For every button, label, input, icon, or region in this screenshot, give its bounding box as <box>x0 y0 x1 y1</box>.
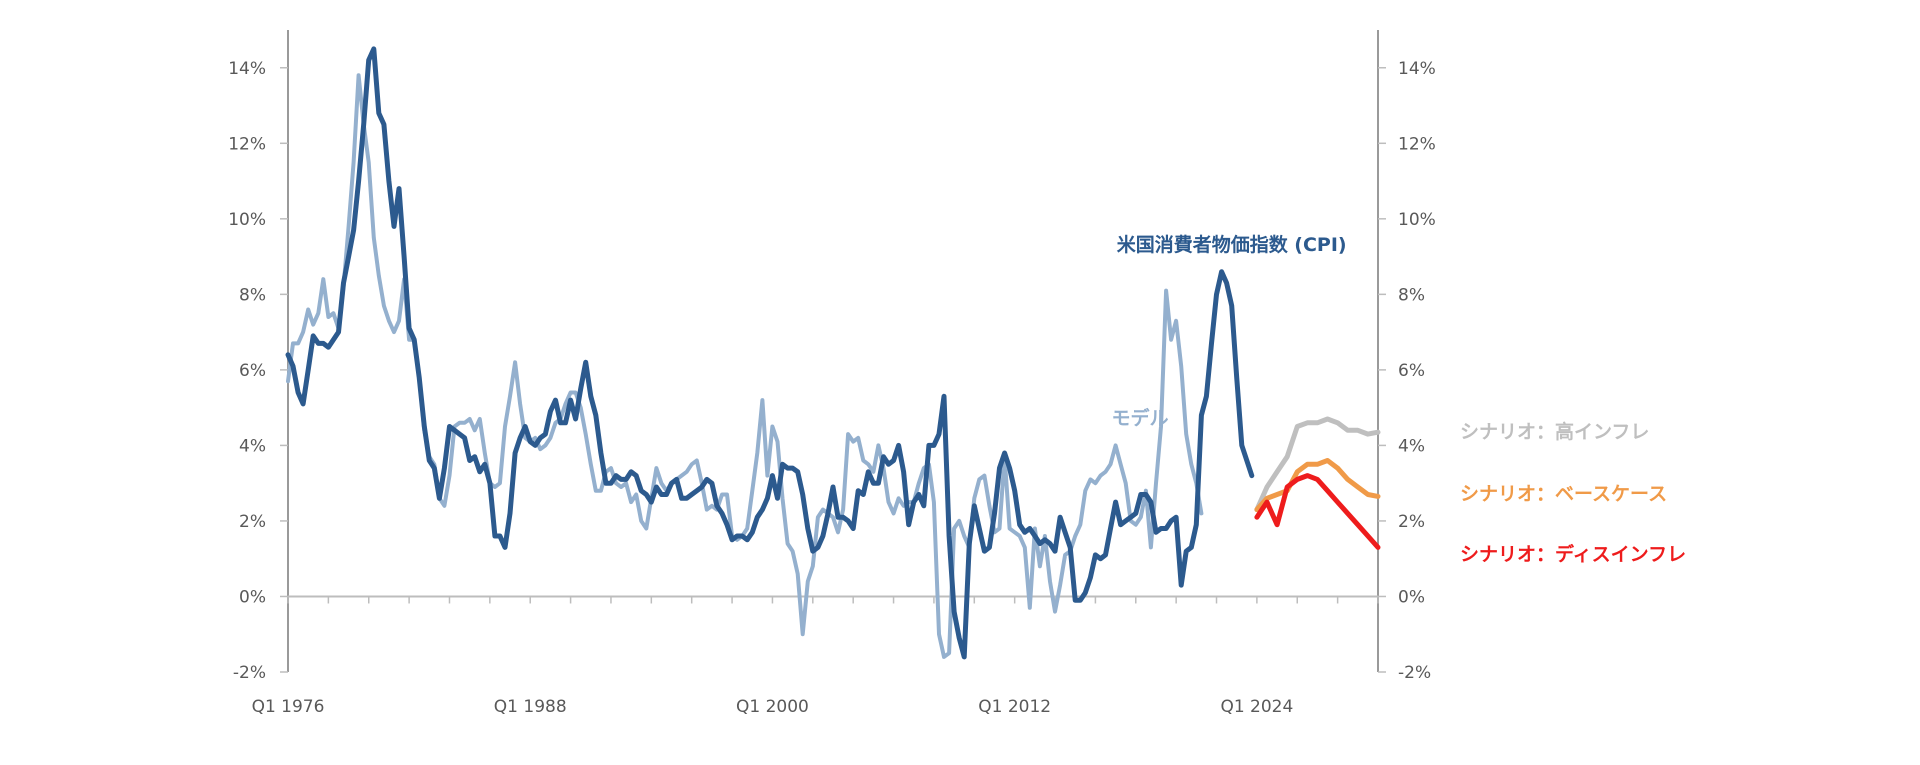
series-label-0: モデル <box>1112 407 1169 430</box>
series-label-1: 米国消費者物価指数 (CPI) <box>1117 233 1347 256</box>
left-y-tick-label: 0% <box>239 587 266 607</box>
series-labels-layer: モデル 米国消費者物価指数 (CPI) シナリオ：高インフレシナリオ：ベースケースシ… <box>1112 233 1687 566</box>
right-y-tick-label: 12% <box>1398 134 1436 154</box>
right-y-tick-label: 10% <box>1398 210 1436 230</box>
right-y-tick-label: 2% <box>1398 512 1425 532</box>
series-line-3 <box>1254 458 1381 513</box>
left-y-tick-label: 4% <box>239 436 266 456</box>
x-tick-label: Q1 2000 <box>736 697 809 717</box>
series-label-3: シナリオ：ベースケース <box>1460 483 1667 505</box>
left-y-tick-label: 12% <box>228 134 266 154</box>
x-tick-label: Q1 2012 <box>978 697 1051 717</box>
left-y-tick-label: 14% <box>228 59 266 79</box>
x-tick-label: Q1 2024 <box>1220 697 1293 717</box>
x-tick-label: Q1 1976 <box>252 697 325 717</box>
left-y-tick-label: -2% <box>233 663 266 683</box>
series-label-2: シナリオ：高インフレ <box>1460 420 1649 443</box>
series-layer <box>285 46 1381 660</box>
right-y-tick-label: 14% <box>1398 59 1436 79</box>
left-y-tick-label: 8% <box>239 285 266 305</box>
right-y-tick-label: 0% <box>1398 587 1425 607</box>
left-y-tick-label: 6% <box>239 361 266 381</box>
right-y-tick-label: 8% <box>1398 285 1425 305</box>
series-line-0 <box>286 73 1204 659</box>
x-tick-label: Q1 1988 <box>494 697 567 717</box>
left-y-tick-label: 10% <box>228 210 266 230</box>
series-line-4 <box>1254 473 1381 550</box>
left-y-tick-label: 2% <box>239 512 266 532</box>
right-y-tick-label: 4% <box>1398 436 1425 456</box>
series-line-2 <box>1254 416 1381 513</box>
series-label-4: シナリオ：ディスインフレ <box>1460 543 1686 566</box>
series-line-1 <box>285 46 1255 660</box>
axes-layer: 14% 14% 12% 12% 10% 10% 8% 8% 6% 6% 4% 4% 2% 2% 0% 0% -2… <box>228 30 1436 717</box>
right-y-tick-label: 6% <box>1398 361 1425 381</box>
right-y-tick-label: -2% <box>1398 663 1431 683</box>
